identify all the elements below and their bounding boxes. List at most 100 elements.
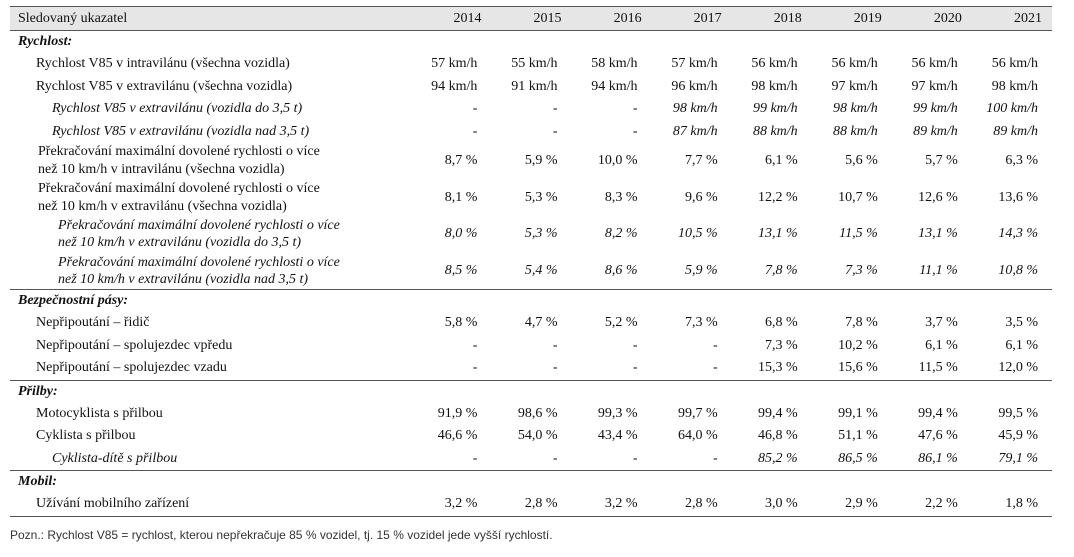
value-cell: 10,2 %: [838, 337, 878, 353]
value-cell: -: [632, 360, 638, 376]
value-cell: 12,0 %: [998, 360, 1038, 376]
value-cell: 7,8 %: [845, 315, 878, 331]
value-cell: 54,0 %: [517, 428, 558, 444]
value-cell: -: [712, 450, 718, 466]
header-year: 2019: [811, 6, 892, 31]
table-row: Rychlost V85 v extravilánu (vozidla do 3…: [10, 98, 1052, 121]
row-label: Motocyklista s přilbou: [36, 405, 163, 421]
value-cell: 98 km/h: [833, 101, 878, 117]
value-cell: 46,6 %: [437, 428, 478, 444]
value-cell: 57 km/h: [671, 56, 718, 72]
value-cell: 5,9 %: [684, 262, 718, 278]
header-year: 2020: [891, 6, 972, 31]
header-row: Sledovaný ukazatel 2014 2015 2016 2017 2…: [10, 6, 1052, 31]
section-title: Rychlost:: [18, 34, 73, 49]
row-label: Rychlost V85 v extravilánu (všechna vozi…: [36, 78, 293, 94]
value-cell: 6,1 %: [1005, 337, 1038, 353]
row-label: Užívání mobilního zařízení: [10, 493, 412, 517]
value-cell: 10,5 %: [677, 226, 718, 242]
value-cell: -: [552, 123, 558, 139]
table-row: Cyklista-dítě s přilbou - - - - 85,2 % 86,5 % 8…: [10, 448, 1052, 471]
value-cell: 6,3 %: [1005, 153, 1038, 169]
value-cell: 91 km/h: [511, 78, 558, 94]
value-cell: 8,3 %: [604, 189, 638, 205]
table-row: Užívání mobilního zařízení 3,2 % 2,8 % 3,2 …: [10, 493, 1052, 517]
value-cell: 58 km/h: [591, 56, 638, 72]
value-cell: 55 km/h: [511, 56, 558, 72]
value-cell: 12,2 %: [758, 189, 798, 205]
row-label-line: Překračování maximální dovolené rychlost…: [58, 218, 340, 234]
indicator-table-container: Sledovaný ukazatel 2014 2015 2016 2017 2…: [10, 6, 1052, 517]
table-row: Nepřipoutání – spolujezdec vpředu - - - - 7,3…: [10, 335, 1052, 358]
value-cell: 8,1 %: [444, 189, 478, 205]
value-cell: 3,2 %: [571, 493, 652, 517]
value-cell: 13,1 %: [758, 226, 798, 242]
table-row: Překračování maximální dovolené rychlost…: [10, 143, 1052, 180]
value-cell: -: [632, 450, 638, 466]
value-cell: 88 km/h: [752, 123, 798, 139]
value-cell: 3,2 %: [411, 493, 492, 517]
value-cell: -: [552, 450, 558, 466]
value-cell: -: [472, 360, 478, 376]
row-label: Cyklista-dítě s přilbou: [52, 450, 178, 466]
section-title: Mobil:: [10, 470, 1052, 493]
value-cell: 89 km/h: [993, 123, 1038, 139]
footnote: Pozn.: Rychlost V85 = rychlost, kterou n…: [10, 528, 553, 542]
table-row: Cyklista s přilbou 46,6 % 54,0 % 43,4 % 64,0…: [10, 425, 1052, 448]
value-cell: 97 km/h: [831, 78, 878, 94]
value-cell: 8,7 %: [444, 153, 478, 169]
value-cell: 85,2 %: [758, 450, 798, 466]
value-cell: 4,7 %: [524, 315, 558, 331]
value-cell: 51,1 %: [838, 428, 878, 444]
value-cell: 10,0 %: [597, 153, 638, 169]
value-cell: -: [472, 123, 478, 139]
value-cell: 79,1 %: [998, 450, 1038, 466]
row-label-line: Překračování maximální dovolené rychlost…: [58, 254, 340, 270]
value-cell: 8,6 %: [604, 262, 638, 278]
value-cell: 56 km/h: [831, 56, 878, 72]
header-year: 2016: [571, 6, 652, 31]
table-row: Překračování maximální dovolené rychlost…: [10, 253, 1052, 290]
value-cell: 89 km/h: [913, 123, 958, 139]
value-cell: -: [552, 337, 558, 353]
row-label-line: Překračování maximální dovolené rychlost…: [38, 180, 320, 196]
header-year: 2021: [971, 6, 1052, 31]
value-cell: 13,1 %: [918, 226, 958, 242]
value-cell: -: [552, 360, 558, 376]
value-cell: 8,0 %: [444, 226, 478, 242]
value-cell: 99,7 %: [677, 405, 718, 421]
row-label-line: než 10 km/h v extravilánu (vozidla nad 3…: [58, 271, 309, 287]
row-label: Překračování maximální dovolené rychlost…: [10, 143, 411, 180]
value-cell: 14,3 %: [998, 226, 1038, 242]
value-cell: 56 km/h: [911, 56, 958, 72]
row-label-line: Překračování maximální dovolené rychlost…: [38, 144, 320, 160]
value-cell: 97 km/h: [911, 78, 958, 94]
value-cell: 15,6 %: [838, 360, 878, 376]
row-label: Nepřipoutání – řidič: [36, 315, 150, 331]
value-cell: 5,2 %: [604, 315, 638, 331]
table-row: Překračování maximální dovolené rychlost…: [10, 216, 1052, 253]
header-year: 2018: [731, 6, 812, 31]
value-cell: -: [552, 101, 558, 117]
table-row: Rychlost V85 v extravilánu (všechna vozi…: [10, 76, 1052, 99]
value-cell: -: [472, 101, 478, 117]
value-cell: -: [712, 360, 718, 376]
indicator-table: Sledovaný ukazatel 2014 2015 2016 2017 2…: [10, 6, 1052, 517]
value-cell: 5,7 %: [925, 153, 958, 169]
value-cell: 12,6 %: [918, 189, 958, 205]
value-cell: -: [472, 337, 478, 353]
value-cell: -: [632, 123, 638, 139]
value-cell: 9,6 %: [684, 189, 718, 205]
value-cell: 5,9 %: [524, 153, 558, 169]
value-cell: 10,8 %: [998, 262, 1038, 278]
table-row: Rychlost V85 v intravilánu (všechna vozi…: [10, 53, 1052, 76]
value-cell: 99 km/h: [913, 101, 958, 117]
header-indicator-label: Sledovaný ukazatel: [10, 6, 412, 31]
value-cell: 5,3 %: [524, 226, 558, 242]
value-cell: 8,5 %: [444, 262, 478, 278]
value-cell: 99,5 %: [998, 405, 1038, 421]
value-cell: 99,4 %: [918, 405, 958, 421]
value-cell: -: [472, 450, 478, 466]
value-cell: 11,1 %: [919, 262, 958, 278]
value-cell: 2,2 %: [891, 493, 972, 517]
